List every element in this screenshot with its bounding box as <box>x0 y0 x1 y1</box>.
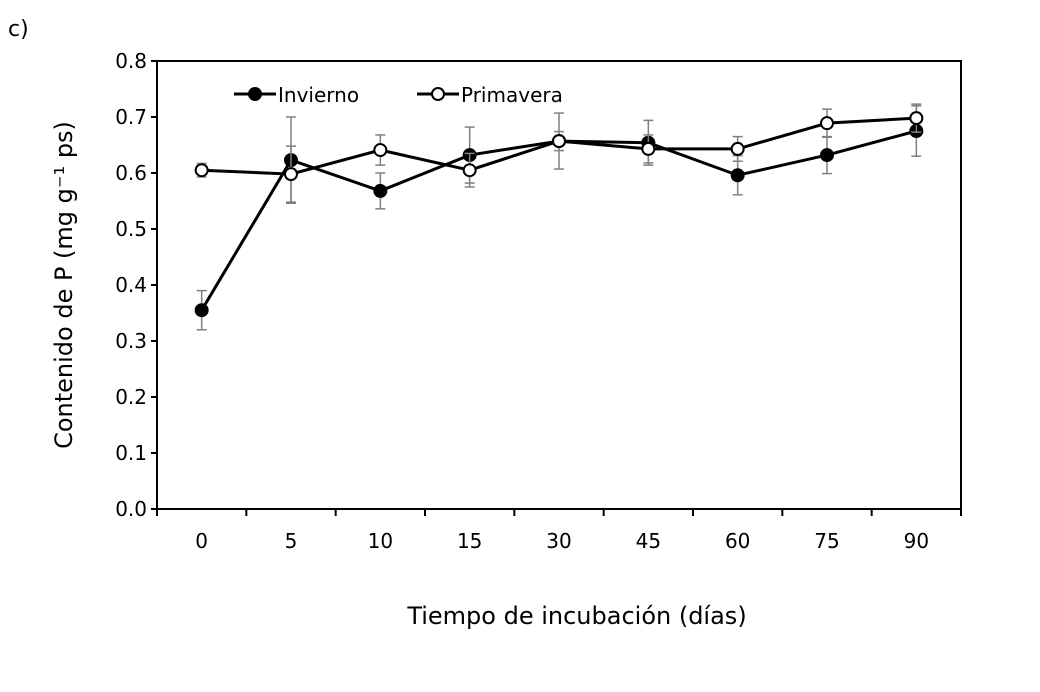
legend-marker <box>431 87 445 101</box>
x-tick-label: 30 <box>546 529 571 553</box>
y-tick-label: 0.8 <box>115 49 147 73</box>
legend: Invierno Primavera <box>234 83 563 107</box>
y-tick-label: 0.3 <box>115 329 147 353</box>
x-tick-label: 0 <box>195 529 208 553</box>
x-tick-label: 15 <box>457 529 482 553</box>
x-tick-label: 90 <box>904 529 929 553</box>
y-axis-label: Contenido de P (mg g⁻¹ ps) <box>50 121 78 449</box>
y-tick-label: 0.5 <box>115 217 147 241</box>
y-tick-label: 0.0 <box>115 497 147 521</box>
data-point <box>284 167 298 182</box>
x-axis: 0 5 10 15 30 45 60 75 90 <box>156 509 962 553</box>
y-tick-label: 0.2 <box>115 385 147 409</box>
y-tick-label: 0.4 <box>115 273 147 297</box>
data-point <box>194 303 209 318</box>
data-point <box>909 111 924 126</box>
x-tick-label: 5 <box>285 529 298 553</box>
data-point <box>820 148 834 163</box>
data-point <box>820 116 834 131</box>
data-point <box>730 168 745 183</box>
data-point <box>730 141 745 156</box>
legend-marker <box>248 87 262 101</box>
x-tick-label: 75 <box>814 529 839 553</box>
panel-label: c) <box>8 17 29 42</box>
series-group <box>194 103 924 331</box>
data-point <box>373 143 388 158</box>
series-primavera <box>194 103 924 203</box>
y-tick-label: 0.7 <box>115 105 147 129</box>
y-tick-label: 0.1 <box>115 441 147 465</box>
legend-label: Primavera <box>461 83 563 107</box>
x-axis-label: Tiempo de incubación (días) <box>406 602 746 630</box>
data-point <box>194 163 209 178</box>
data-point <box>373 183 388 198</box>
y-tick-label: 0.6 <box>115 161 147 185</box>
x-tick-label: 60 <box>725 529 750 553</box>
data-point <box>641 141 656 156</box>
x-tick-label: 45 <box>636 529 661 553</box>
legend-label: Invierno <box>278 83 359 107</box>
data-point <box>462 163 477 178</box>
data-point <box>552 134 566 149</box>
y-axis: 0.0 0.1 0.2 0.3 0.4 0.5 0.6 0.7 0.8 <box>115 49 157 521</box>
x-tick-label: 10 <box>368 529 393 553</box>
